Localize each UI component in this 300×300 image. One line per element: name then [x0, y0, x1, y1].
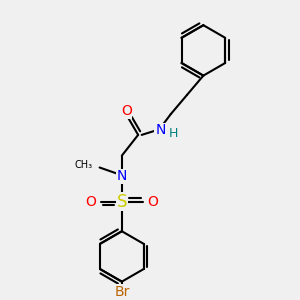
Text: O: O — [121, 104, 132, 118]
Text: S: S — [117, 193, 127, 211]
Text: N: N — [117, 169, 127, 183]
Text: H: H — [169, 127, 178, 140]
Text: N: N — [155, 123, 166, 137]
Text: O: O — [85, 195, 96, 208]
Text: CH₃: CH₃ — [74, 160, 92, 170]
Text: Br: Br — [114, 285, 130, 299]
Text: O: O — [148, 195, 158, 208]
